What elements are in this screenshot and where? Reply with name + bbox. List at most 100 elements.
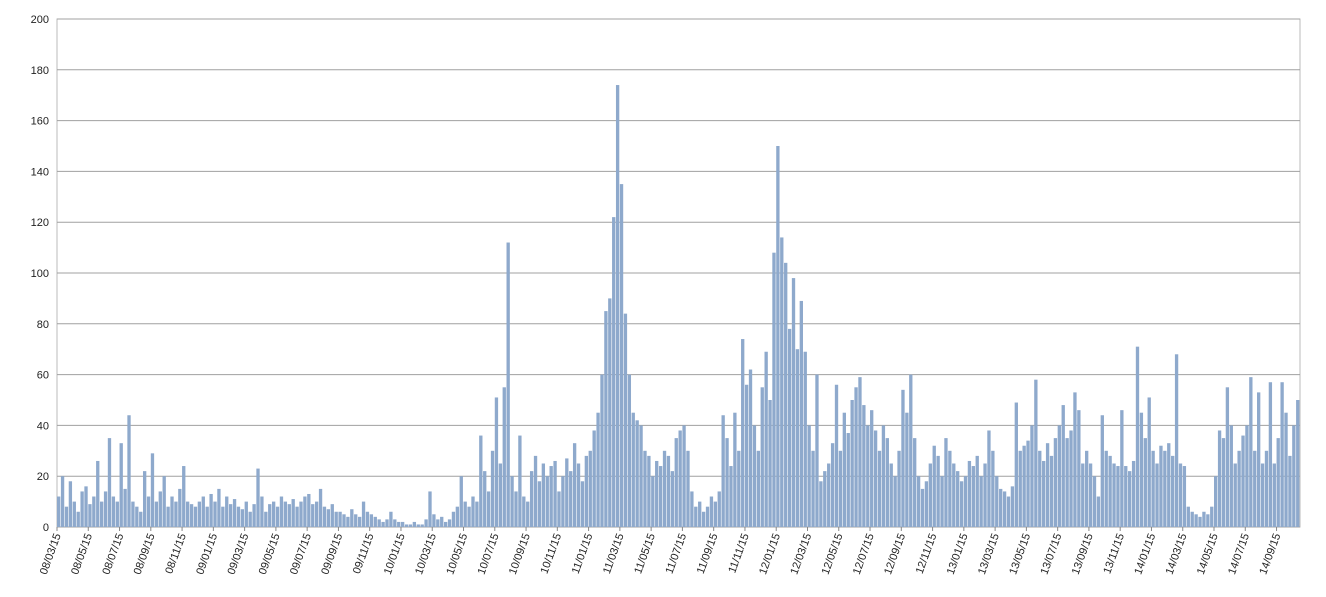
- bar: [1229, 425, 1233, 527]
- bar: [1225, 387, 1230, 527]
- bar: [1237, 450, 1241, 527]
- bar: [608, 298, 612, 527]
- bar: [1280, 382, 1284, 527]
- bar: [846, 433, 850, 527]
- x-tick-label: 09/03/15: [226, 532, 252, 576]
- bar: [420, 524, 424, 527]
- bar: [799, 300, 803, 527]
- bar: [357, 516, 362, 527]
- bar: [580, 481, 585, 527]
- x-tick-label: 09/07/15: [288, 532, 314, 576]
- bar: [299, 501, 303, 527]
- bar: [213, 501, 217, 527]
- bar: [377, 519, 381, 527]
- bar: [209, 493, 213, 527]
- bar: [995, 476, 999, 527]
- bar: [764, 351, 768, 527]
- bar: [80, 491, 84, 527]
- bar: [440, 516, 444, 527]
- bar: [1178, 463, 1183, 527]
- bar: [1186, 506, 1190, 527]
- bar: [569, 471, 573, 527]
- bar: [658, 466, 663, 527]
- x-tick-label: 13/05/15: [1007, 532, 1033, 576]
- x-tick-label: 12/05/15: [820, 532, 846, 576]
- x-tick-label: 11/05/15: [632, 532, 658, 576]
- y-tick-label: 20: [37, 471, 49, 483]
- bar: [1112, 463, 1116, 527]
- bar: [565, 458, 569, 527]
- bar: [1292, 425, 1296, 527]
- bar: [397, 521, 401, 527]
- bar: [674, 438, 678, 527]
- bar: [948, 450, 952, 527]
- bar: [819, 481, 823, 527]
- bar: [158, 491, 162, 527]
- x-tick-label: 09/09/15: [319, 532, 345, 576]
- bar: [635, 420, 639, 527]
- bar: [365, 511, 370, 527]
- bar: [361, 501, 366, 527]
- x-tick-label: 11/09/15: [695, 532, 721, 576]
- bar: [1128, 471, 1132, 527]
- x-tick-label: 09/11/15: [351, 532, 377, 576]
- bar: [651, 476, 655, 527]
- bar: [236, 506, 241, 527]
- bar: [827, 463, 831, 527]
- bar: [436, 519, 440, 527]
- bar: [1100, 415, 1104, 527]
- y-tick-label: 60: [37, 370, 49, 382]
- bar: [334, 511, 338, 527]
- bar: [264, 511, 268, 527]
- bar: [744, 384, 749, 527]
- bar: [666, 455, 671, 527]
- bar: [963, 476, 968, 527]
- bar: [850, 400, 854, 527]
- bar: [139, 511, 143, 527]
- bar: [690, 491, 694, 527]
- bar: [88, 504, 92, 527]
- bar: [807, 425, 811, 527]
- bar: [1014, 402, 1018, 527]
- bar: [1104, 450, 1108, 527]
- bar: [791, 278, 796, 527]
- bar: [1167, 443, 1171, 527]
- bar: [1260, 463, 1265, 527]
- bar: [604, 311, 608, 527]
- bar: [956, 471, 960, 527]
- bar: [135, 506, 139, 527]
- bar: [557, 491, 561, 527]
- bar: [96, 460, 100, 527]
- bar: [1120, 410, 1124, 527]
- bar: [971, 466, 975, 527]
- bar: [748, 369, 753, 527]
- bar: [447, 519, 452, 527]
- bar: [924, 481, 929, 527]
- bar: [561, 476, 565, 527]
- bar: [1026, 440, 1030, 527]
- bar: [322, 506, 327, 527]
- x-tick-label: 13/07/15: [1039, 532, 1065, 576]
- x-tick-label: 12/09/15: [882, 532, 908, 576]
- bar: [1276, 438, 1280, 527]
- bar: [572, 443, 577, 527]
- bar: [909, 374, 913, 527]
- bar: [268, 504, 272, 527]
- bar: [1006, 496, 1011, 527]
- x-tick-label: 08/09/15: [132, 532, 158, 576]
- bar: [701, 511, 706, 527]
- bar: [866, 425, 870, 527]
- bar: [877, 450, 882, 527]
- bar: [518, 435, 522, 527]
- bar: [1030, 425, 1034, 527]
- bar: [217, 488, 221, 527]
- x-tick-label: 08/07/15: [100, 532, 126, 576]
- bar: [1069, 430, 1073, 527]
- bar: [1053, 438, 1058, 527]
- bar: [619, 184, 624, 527]
- bar: [162, 476, 166, 527]
- bar: [854, 387, 858, 527]
- bar: [385, 519, 389, 527]
- bar: [271, 501, 276, 527]
- bar: [506, 242, 510, 527]
